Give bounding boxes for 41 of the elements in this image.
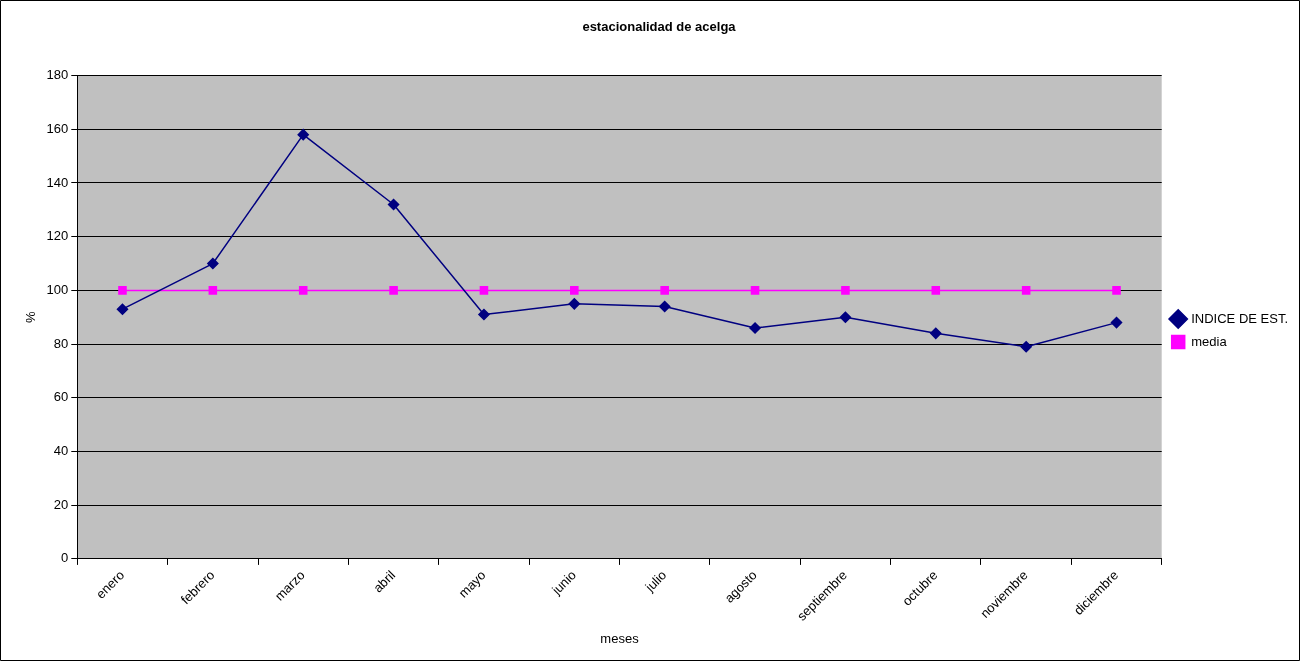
y-axis-title: %	[23, 311, 39, 324]
y-tick-label: 40	[53, 443, 69, 459]
y-tick-label: 100	[46, 281, 69, 297]
point	[930, 327, 942, 340]
point	[841, 286, 850, 295]
point	[658, 300, 671, 313]
point	[297, 128, 309, 141]
y-tick-label: 0	[61, 550, 69, 566]
x-tick-label: abril	[370, 567, 399, 596]
point	[839, 311, 852, 323]
y-tick-label: 180	[46, 67, 69, 83]
x-tick-label: julio	[641, 567, 670, 596]
point	[389, 286, 398, 295]
y-tick-label: 60	[53, 389, 69, 405]
point	[479, 286, 489, 295]
point	[116, 303, 129, 315]
point	[387, 198, 400, 211]
point	[660, 286, 669, 295]
point	[1110, 316, 1123, 329]
point	[749, 322, 761, 334]
point	[568, 298, 581, 310]
legend-label: media	[1191, 333, 1228, 349]
point	[478, 308, 490, 321]
point	[750, 286, 760, 295]
legend-label: INDICE DE EST.	[1191, 310, 1288, 326]
y-tick-label: 20	[53, 496, 69, 512]
point	[208, 286, 218, 295]
point	[570, 286, 579, 295]
chart-title: estacionalidad de acelga	[582, 19, 737, 35]
point	[931, 286, 941, 295]
point	[207, 257, 219, 270]
x-axis-title: meses	[600, 630, 640, 646]
y-tick-label: 80	[53, 335, 69, 351]
y-tick-label: 140	[46, 174, 69, 190]
point	[1112, 286, 1121, 295]
y-tick-label: 120	[46, 228, 69, 244]
point	[1021, 286, 1031, 295]
point	[118, 286, 127, 295]
point	[1020, 341, 1032, 353]
y-tick-label: 160	[46, 120, 69, 136]
point	[298, 286, 308, 295]
